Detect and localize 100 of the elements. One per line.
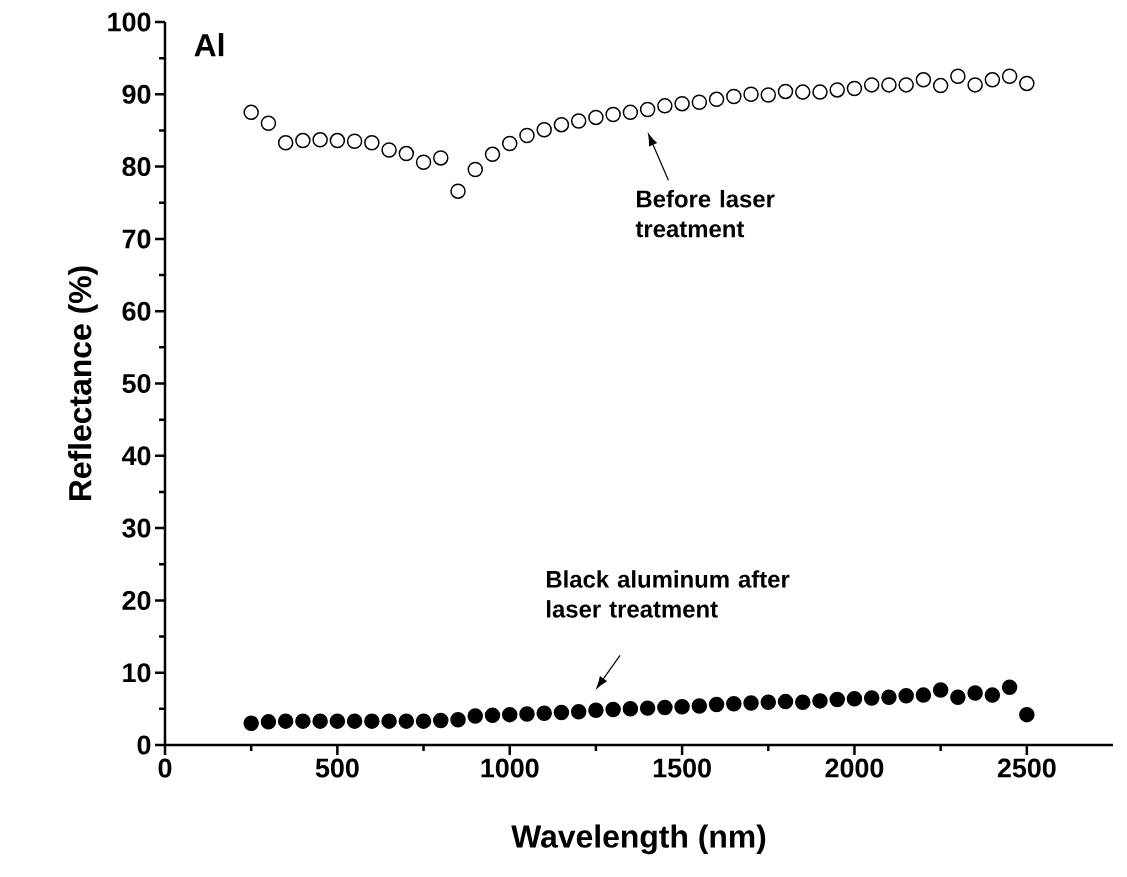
point	[691, 698, 708, 714]
point	[381, 713, 397, 729]
point	[898, 77, 914, 93]
point	[243, 715, 259, 732]
point	[639, 700, 656, 716]
point	[777, 693, 794, 710]
point	[381, 142, 397, 158]
point	[1019, 75, 1035, 92]
point	[501, 706, 518, 723]
point	[277, 713, 294, 729]
point	[295, 132, 311, 149]
point	[467, 161, 484, 178]
point	[932, 682, 949, 698]
y-tick-label: 40	[121, 446, 151, 466]
point	[484, 146, 501, 163]
x-axis-title: Wavelength (nm)	[511, 824, 766, 855]
point	[553, 704, 570, 721]
point	[415, 154, 432, 170]
point	[863, 690, 880, 706]
point	[726, 88, 742, 105]
point	[312, 713, 328, 729]
point	[674, 698, 690, 715]
point	[1001, 68, 1018, 84]
point	[1001, 679, 1018, 695]
y-tick-label: 0	[137, 735, 151, 755]
point	[243, 104, 259, 121]
y-tick-label: 50	[122, 373, 151, 394]
point	[433, 150, 449, 166]
y-tick-label: 10	[123, 663, 151, 683]
point	[605, 701, 621, 718]
point	[450, 711, 466, 728]
y-tick-label: 30	[122, 518, 151, 538]
point	[777, 83, 794, 100]
point	[501, 135, 518, 152]
point	[484, 707, 501, 724]
point	[743, 86, 759, 103]
point	[915, 687, 932, 703]
point	[881, 689, 897, 706]
y-tick-label: 100	[108, 12, 151, 32]
point	[932, 77, 949, 94]
point	[829, 691, 845, 708]
x-tick-label: 2500	[997, 758, 1056, 778]
point	[433, 712, 449, 729]
point	[605, 106, 621, 123]
point	[260, 115, 277, 131]
point	[950, 68, 966, 84]
point	[519, 127, 535, 144]
point	[415, 713, 432, 729]
point	[795, 84, 811, 100]
point	[691, 94, 708, 110]
point	[846, 690, 863, 707]
y-tick-label: 60	[122, 301, 151, 321]
point	[588, 109, 604, 126]
annotation: Al	[194, 33, 224, 57]
point	[967, 77, 983, 93]
point	[536, 705, 552, 721]
point	[398, 145, 415, 162]
point	[622, 104, 639, 121]
point	[674, 95, 690, 112]
point	[398, 713, 415, 729]
point	[812, 693, 828, 709]
point	[984, 72, 1001, 88]
point	[588, 702, 604, 719]
point	[622, 701, 639, 717]
point	[329, 132, 346, 149]
point	[519, 706, 535, 722]
point	[795, 694, 811, 711]
point	[639, 101, 656, 118]
point	[863, 77, 880, 93]
x-tick-label: 0	[158, 758, 172, 778]
point	[346, 713, 363, 729]
point	[450, 183, 466, 199]
point	[950, 689, 966, 706]
point	[329, 713, 346, 729]
point	[553, 116, 570, 133]
point	[657, 98, 673, 114]
point	[967, 685, 983, 701]
point	[760, 694, 777, 711]
point	[1019, 706, 1035, 723]
point	[898, 688, 914, 704]
point	[760, 87, 777, 103]
annotation: Before laser treatment	[635, 189, 775, 238]
point	[295, 713, 311, 729]
point	[881, 77, 897, 93]
point	[570, 113, 587, 129]
point	[708, 91, 725, 108]
y-tick-label: 90	[122, 84, 151, 104]
point	[536, 121, 552, 138]
y-axis-title: Reflectance (%)	[68, 266, 98, 501]
point	[812, 84, 828, 100]
point	[277, 134, 294, 151]
annotation: Black aluminum after laser treatment	[546, 570, 790, 618]
point	[260, 714, 277, 730]
x-tick-label: 500	[315, 758, 359, 778]
x-tick-label: 1500	[653, 758, 711, 778]
point	[708, 696, 725, 713]
point	[364, 134, 380, 151]
point	[657, 699, 673, 716]
point	[570, 703, 587, 720]
point	[846, 80, 863, 97]
